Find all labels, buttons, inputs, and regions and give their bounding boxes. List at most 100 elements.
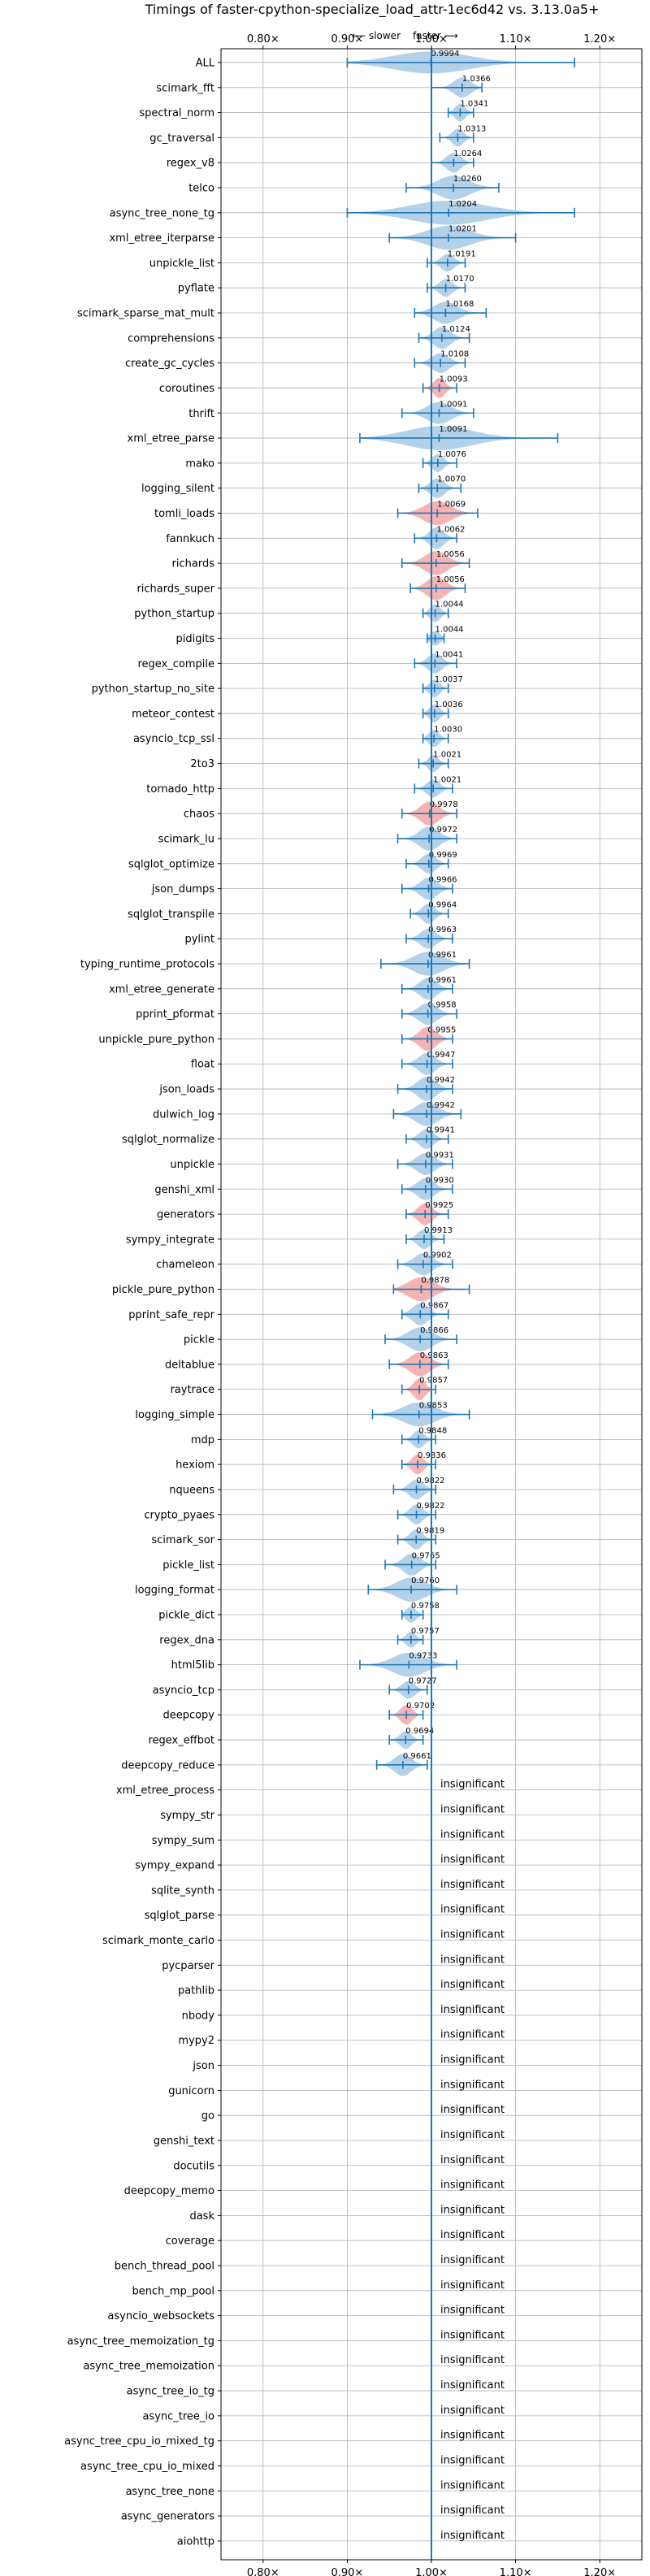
insignificant-label: insignificant: [440, 1904, 505, 1916]
value-label: 1.0108: [440, 350, 469, 359]
insignificant-label: insignificant: [440, 2279, 505, 2292]
insignificant-label: insignificant: [440, 1803, 505, 1815]
value-label: 1.0062: [436, 525, 465, 534]
benchmark-rows: ALL 0.9994 scimark_fft 1.0366 spectral_norm 1…: [64, 50, 575, 2548]
benchmark-label: tomli_loads: [154, 508, 214, 520]
value-label: 0.9931: [426, 1151, 454, 1160]
benchmark-label: async_tree_io_tg: [127, 2386, 214, 2398]
benchmark-label: unpickle_pure_python: [98, 1034, 214, 1046]
benchmark-label: unpickle_list: [150, 258, 214, 270]
benchmark-label: raytrace: [170, 1384, 214, 1396]
value-label: 1.0091: [439, 425, 467, 434]
benchmark-label: scimark_sparse_mat_mult: [77, 308, 214, 320]
insignificant-label: insignificant: [440, 1879, 505, 1891]
benchmark-label: nbody: [182, 2010, 215, 2022]
value-label: 1.0313: [457, 124, 486, 133]
top-tick-label: 1.00×: [415, 33, 448, 46]
benchmark-label: pycparser: [162, 1960, 214, 1972]
insignificant-label: insignificant: [440, 1954, 505, 1966]
benchmark-label: coverage: [166, 2236, 214, 2248]
benchmark-label: scimark_sor: [151, 1534, 214, 1546]
value-label: 1.0260: [453, 175, 482, 184]
top-tick-label: 1.10×: [500, 33, 532, 46]
benchmark-label: unpickle: [170, 1159, 214, 1171]
benchmark-label: ALL: [196, 57, 215, 69]
value-label: 1.0030: [434, 726, 462, 735]
benchmark-label: async_generators: [121, 2511, 215, 2523]
value-label: 0.9963: [428, 926, 457, 935]
value-label: 1.0076: [438, 450, 466, 459]
value-label: 0.9961: [428, 951, 457, 960]
benchmark-label: crypto_pyaes: [144, 1509, 214, 1521]
benchmark-label: dask: [189, 2210, 214, 2223]
benchmark-label: scimark_monte_carlo: [102, 1935, 214, 1947]
benchmark-label: regex_effbot: [148, 1735, 214, 1747]
benchmark-label: deepcopy_reduce: [121, 1759, 214, 1772]
value-label: 0.9863: [420, 1351, 448, 1360]
benchmark-label: json_loads: [158, 1084, 214, 1096]
benchmark-label: logging_format: [135, 1585, 214, 1597]
benchmark-label: typing_runtime_protocols: [80, 959, 214, 971]
benchmark-label: sqlglot_optimize: [128, 858, 214, 870]
value-label: 0.9866: [420, 1326, 448, 1335]
value-label: 1.0366: [462, 75, 491, 84]
value-label: 0.9758: [411, 1602, 440, 1611]
value-label: 0.9969: [429, 851, 457, 860]
benchmark-label: async_tree_memoization_tg: [67, 2335, 214, 2348]
value-label: 1.0069: [437, 500, 466, 509]
top-tick-label: 1.20×: [583, 33, 616, 46]
benchmark-label: xml_etree_process: [116, 1785, 214, 1797]
value-label: 0.9853: [419, 1402, 448, 1411]
benchmark-label: telco: [188, 182, 214, 194]
insignificant-label: insignificant: [440, 2530, 505, 2542]
insignificant-label: insignificant: [440, 1779, 505, 1791]
value-label: 0.9958: [428, 1001, 457, 1010]
benchmark-label: async_tree_io: [142, 2410, 214, 2422]
benchmark-label: aiohttp: [177, 2535, 214, 2548]
value-label: 1.0170: [446, 275, 474, 284]
value-label: 0.9930: [426, 1176, 454, 1185]
benchmark-label: thrift: [188, 408, 214, 420]
value-label: 1.0070: [437, 475, 466, 484]
value-label: 0.9727: [409, 1676, 437, 1685]
insignificant-label: insignificant: [440, 2079, 505, 2091]
value-label: 1.0037: [435, 675, 463, 684]
benchmark-label: comprehensions: [128, 332, 214, 345]
benchmark-label: html5lib: [171, 1659, 214, 1672]
benchmark-label: asyncio_tcp_ssl: [133, 733, 214, 745]
value-label: 0.9878: [421, 1277, 449, 1286]
benchmark-label: create_gc_cycles: [125, 358, 214, 370]
benchmark-label: sqlglot_parse: [145, 1910, 214, 1922]
value-label: 1.0041: [435, 650, 463, 659]
value-label: 0.9902: [423, 1251, 452, 1260]
value-label: 0.9941: [427, 1126, 455, 1135]
benchmark-label: xml_etree_iterparse: [109, 232, 214, 245]
benchmark-label: generators: [157, 1209, 214, 1221]
bottom-tick-label: 0.90×: [331, 2567, 363, 2576]
benchmark-label: meteor_contest: [132, 708, 214, 720]
benchmark-label: hexiom: [176, 1459, 214, 1472]
benchmark-label: sqlglot_normalize: [122, 1134, 214, 1146]
benchmark-label: bench_thread_pool: [115, 2261, 214, 2273]
top-tick-label: 0.90×: [331, 33, 363, 46]
plot-frame: [220, 48, 643, 2561]
value-label: 0.9661: [403, 1752, 431, 1761]
benchmark-label: dulwich_log: [153, 1108, 214, 1121]
value-label: 0.9848: [418, 1426, 447, 1435]
insignificant-label: insignificant: [440, 2305, 505, 2317]
value-label: 1.0044: [436, 601, 464, 609]
benchmark-label: chaos: [184, 809, 214, 821]
insignificant-label: insignificant: [440, 1828, 505, 1841]
benchmark-label: fannkuch: [166, 533, 214, 545]
benchmark-label: sympy_str: [160, 1810, 214, 1822]
value-label: 1.0204: [448, 200, 477, 209]
top-x-axis: 0.80× 0.90× 1.00× 1.10× 1.20×: [247, 33, 616, 49]
benchmark-label: scimark_fft: [156, 82, 214, 94]
insignificant-label: insignificant: [440, 2504, 505, 2517]
benchmark-label: regex_dna: [159, 1634, 214, 1646]
chart-title: Timings of faster-cpython-specialize_loa…: [145, 2, 600, 18]
benchmark-label: xml_etree_generate: [109, 983, 214, 995]
value-label: 0.9913: [424, 1226, 453, 1235]
benchmark-label: json_dumps: [151, 883, 214, 896]
